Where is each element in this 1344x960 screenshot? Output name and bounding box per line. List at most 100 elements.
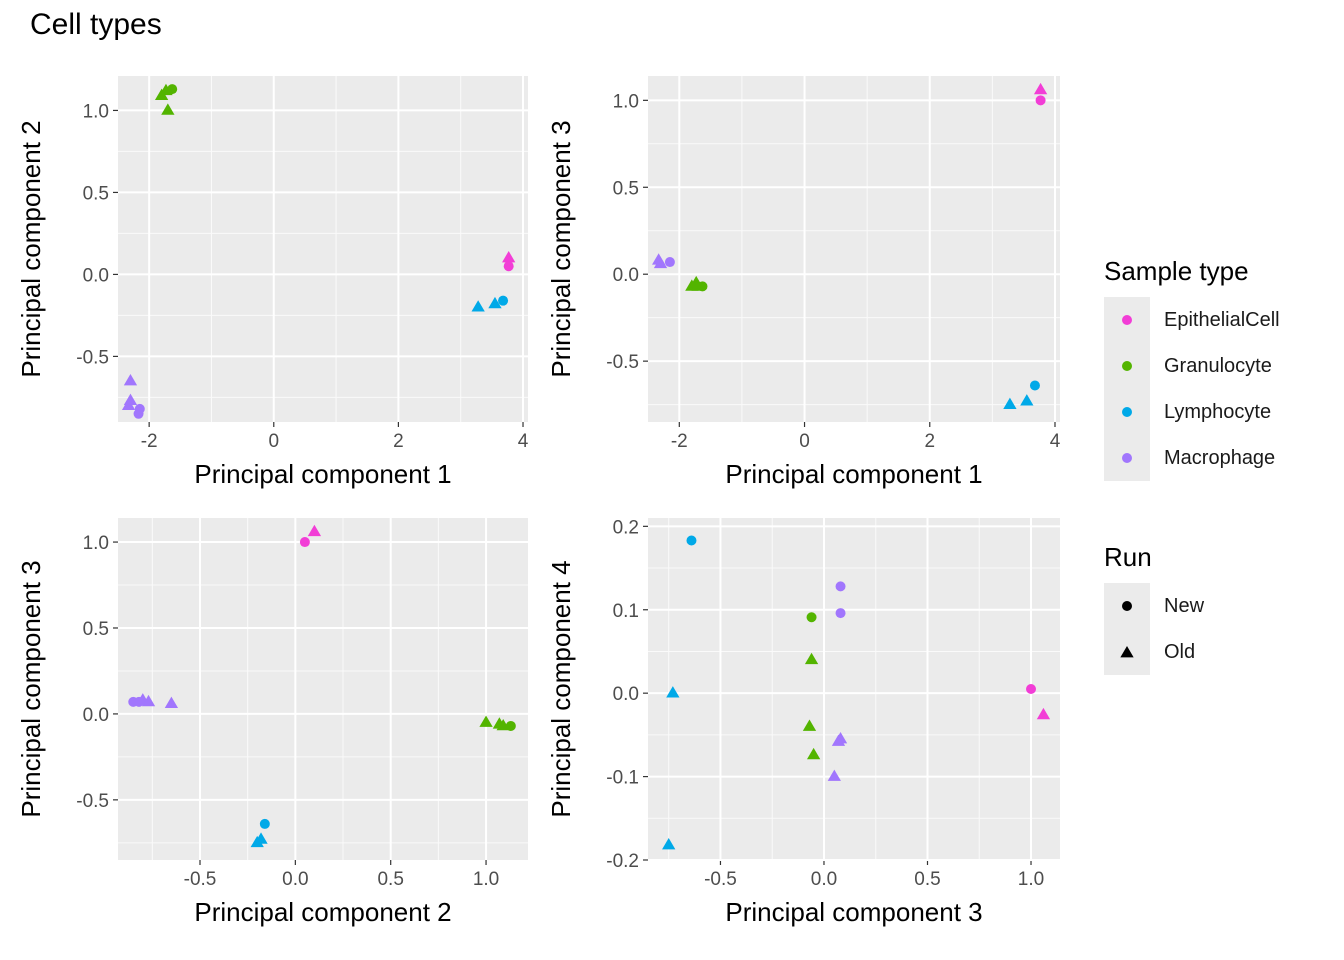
legend-title-run: Run xyxy=(1104,542,1152,572)
y-axis-label: Principal component 2 xyxy=(16,120,46,377)
panel-background xyxy=(118,518,528,860)
data-point-circle xyxy=(505,720,516,731)
x-tick-label: 0.5 xyxy=(914,869,940,890)
legend-label: Macrophage xyxy=(1164,446,1276,469)
y-tick-label: 0.0 xyxy=(83,705,109,726)
legend-sample-type: Sample type EpithelialCell Granulocyte Lym… xyxy=(1104,256,1280,481)
scatter-panel-2: -2 0 2 4 -0.5 0.0 0.5 1.0 Principal component 1 P… xyxy=(546,76,1061,489)
data-point-triangle xyxy=(1036,707,1051,720)
data-point-circle xyxy=(498,295,509,306)
data-point-triangle xyxy=(250,835,264,848)
x-tick-label: 4 xyxy=(518,431,529,452)
data-point-triangle xyxy=(123,374,138,386)
data-point-triangle xyxy=(662,837,676,850)
y-tick-label: 0.0 xyxy=(613,684,639,705)
y-tick-label: 0.5 xyxy=(83,619,109,640)
data-point-circle xyxy=(1035,95,1046,106)
panel-background xyxy=(118,76,528,422)
data-point-circle xyxy=(686,535,697,546)
circle-icon xyxy=(1104,583,1150,629)
data-point-circle xyxy=(299,537,310,548)
legend-label: Lymphocyte xyxy=(1164,400,1272,423)
y-tick-label: -0.5 xyxy=(606,352,639,373)
data-point-triangle xyxy=(1003,397,1017,409)
legend-key-swatch xyxy=(1104,389,1150,435)
data-point-triangle xyxy=(827,769,841,781)
data-point-circle xyxy=(167,84,178,95)
data-point-triangle xyxy=(802,719,817,731)
data-point-triangle xyxy=(479,715,493,727)
y-tick-label: -0.1 xyxy=(606,768,639,789)
x-tick-label: 4 xyxy=(1050,431,1061,452)
data-point-circle xyxy=(1026,684,1037,694)
data-point-triangle xyxy=(1020,394,1034,406)
y-axis-label: Principal component 3 xyxy=(16,560,46,817)
data-point-triangle xyxy=(806,747,821,760)
x-tick-label: 0.0 xyxy=(282,869,308,890)
data-point-triangle xyxy=(653,256,668,269)
y-tick-label: 0.0 xyxy=(83,265,109,286)
y-tick-label: -0.5 xyxy=(76,791,109,812)
x-tick-label: 2 xyxy=(393,431,404,452)
data-point-circle xyxy=(133,408,144,419)
legend-item-lymphocyte: Lymphocyte xyxy=(1104,389,1280,435)
data-point-circle xyxy=(1029,380,1040,391)
x-tick-label: 1.0 xyxy=(1018,869,1044,890)
y-tick-label: 1.0 xyxy=(83,101,109,122)
y-tick-label: 0.5 xyxy=(83,183,109,204)
data-point-triangle xyxy=(307,524,322,537)
data-point-triangle xyxy=(121,398,136,410)
y-tick-label: 0.0 xyxy=(613,265,639,286)
legend-key-swatch xyxy=(1104,297,1150,343)
legend-item-new: New xyxy=(1104,583,1204,629)
page-title: Cell types xyxy=(30,8,162,41)
data-point-triangle xyxy=(1033,82,1048,95)
data-point-triangle xyxy=(502,251,516,263)
x-axis-label: Principal component 2 xyxy=(194,897,451,927)
x-tick-label: 2 xyxy=(924,431,935,452)
legend-key-swatch xyxy=(1104,435,1150,481)
x-tick-label: 0 xyxy=(799,431,810,452)
y-axis-label: Principal component 3 xyxy=(546,120,576,377)
scatter-panel-4: -0.5 0.0 0.5 1.0 -0.2 -0.1 0.0 0.1 0.2 Principal … xyxy=(546,517,1060,927)
x-tick-label: -2 xyxy=(671,431,688,452)
y-tick-label: 0.5 xyxy=(613,178,639,199)
x-tick-label: 0 xyxy=(268,431,279,452)
y-tick-label: 1.0 xyxy=(613,91,639,112)
data-point-triangle xyxy=(164,696,179,708)
data-point-triangle xyxy=(488,296,502,309)
data-point-triangle xyxy=(831,734,846,746)
legend-label: EpithelialCell xyxy=(1164,308,1280,331)
y-tick-label: 1.0 xyxy=(83,533,109,554)
x-tick-label: 1.0 xyxy=(473,869,499,890)
legend-title-sample-type: Sample type xyxy=(1104,256,1249,286)
legend-label: New xyxy=(1164,594,1205,617)
legend-key-swatch xyxy=(1104,343,1150,389)
data-point-circle xyxy=(806,612,817,623)
legend-items-run: New Old xyxy=(1104,583,1205,675)
y-tick-label: -0.5 xyxy=(76,347,109,368)
data-point-triangle xyxy=(471,300,485,312)
x-tick-label: 0.0 xyxy=(811,869,837,890)
legend-items-sample-type: EpithelialCell Granulocyte Lymphocyte Macro… xyxy=(1104,297,1280,481)
panel-background xyxy=(648,518,1060,860)
x-tick-label: -0.5 xyxy=(704,869,737,890)
legend-label: Granulocyte xyxy=(1164,354,1272,377)
data-point-circle xyxy=(835,608,846,619)
y-axis-label: Principal component 4 xyxy=(546,560,576,817)
scatter-panel-3: -0.5 0.0 0.5 1.0 -0.5 0.0 0.5 1.0 Principal comp… xyxy=(16,518,528,927)
panel-background xyxy=(648,76,1060,422)
data-point-circle xyxy=(664,257,675,268)
data-point-triangle xyxy=(141,694,156,707)
legend-item-epithelialcell: EpithelialCell xyxy=(1104,297,1280,343)
x-tick-label: -0.5 xyxy=(184,869,217,890)
x-axis-label: Principal component 3 xyxy=(725,897,982,927)
scatter-panel-1: -2 0 2 4 -0.5 0.0 0.5 1.0 Principal component 1 P… xyxy=(16,76,529,489)
legend-item-granulocyte: Granulocyte xyxy=(1104,343,1280,389)
y-tick-label: 0.1 xyxy=(613,601,639,622)
y-tick-label: -0.2 xyxy=(606,851,639,872)
data-point-circle xyxy=(835,581,846,592)
legend-item-macrophage: Macrophage xyxy=(1104,435,1280,481)
data-point-circle xyxy=(133,696,144,707)
